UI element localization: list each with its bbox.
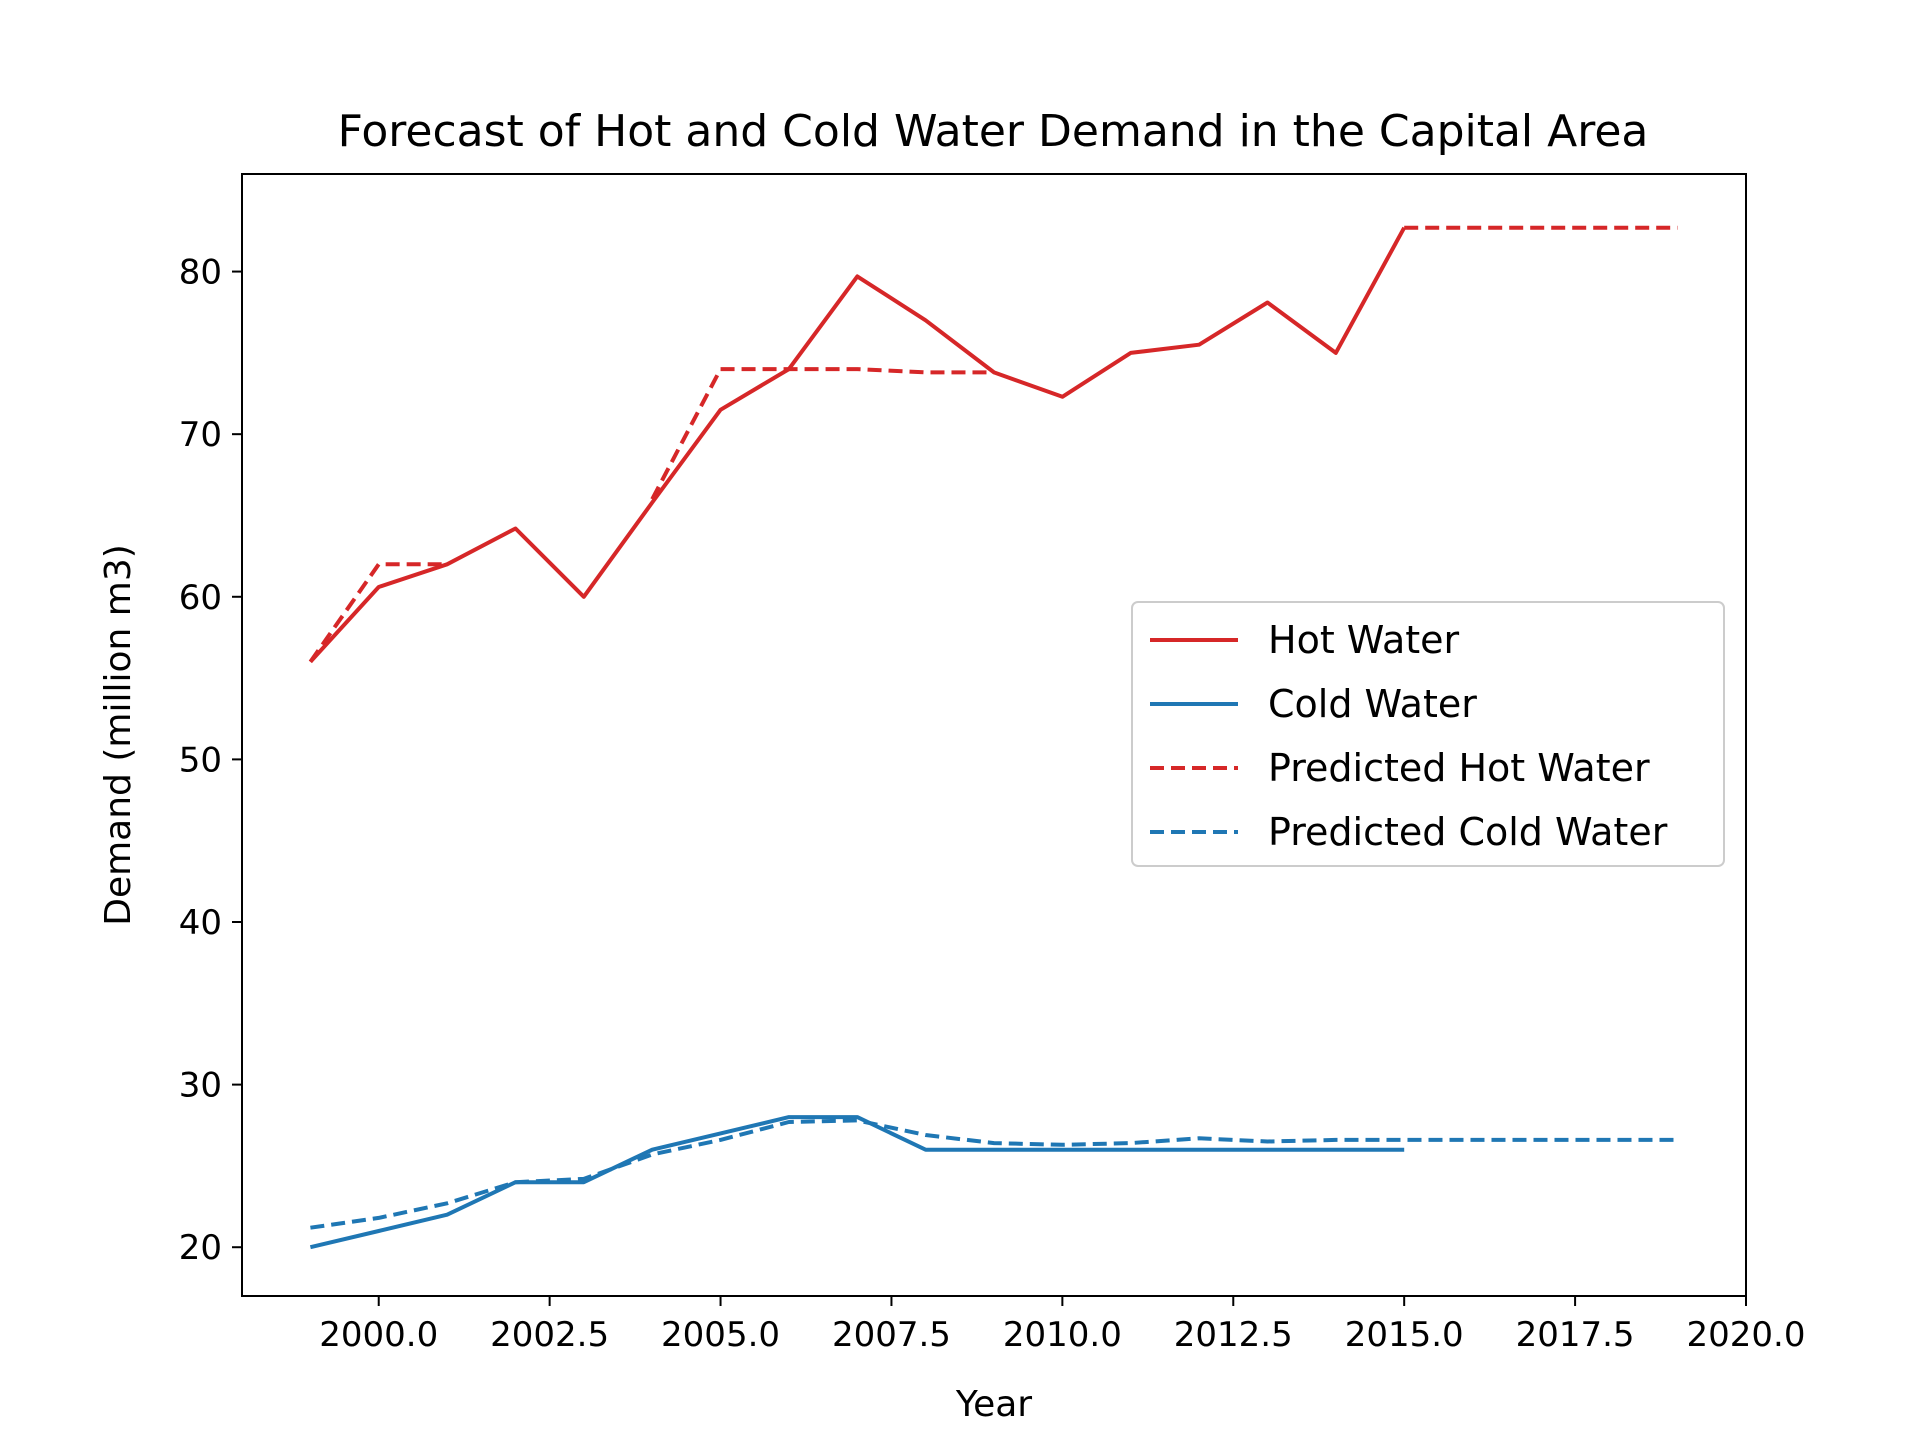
legend-label-hot-water: Hot Water (1268, 618, 1460, 662)
series-line-predicted-hot-water (650, 367, 994, 501)
y-tick-label: 30 (179, 1066, 222, 1106)
legend-box (1131, 601, 1725, 867)
x-tick-label: 2020.0 (1687, 1315, 1806, 1355)
legend-label-predicted-cold-water: Predicted Cold Water (1268, 810, 1668, 854)
series-line-predicted-hot-water (308, 562, 448, 663)
series-line-predicted-cold-water (310, 1118, 1678, 1230)
x-tick-label: 2005.0 (661, 1315, 780, 1355)
x-tick-label: 2000.0 (319, 1315, 438, 1355)
x-tick-label: 2002.5 (490, 1315, 609, 1355)
x-axis: 2000.0 2002.5 2005.0 2007.5 2010.0 2012.5 2015… (319, 1296, 1805, 1355)
y-tick-label: 50 (179, 740, 222, 780)
x-tick-label: 2012.5 (1174, 1315, 1293, 1355)
series-layer (308, 225, 1678, 1250)
x-tick-label: 2007.5 (832, 1315, 951, 1355)
y-axis: 20 30 40 50 60 70 80 (179, 253, 242, 1268)
legend: Hot Water Cold Water Predicted Hot Water Pr… (1131, 601, 1725, 867)
legend-label-predicted-hot-water: Predicted Hot Water (1268, 746, 1650, 790)
y-tick-label: 20 (179, 1228, 222, 1268)
x-tick-label: 2017.5 (1516, 1315, 1635, 1355)
x-axis-label: Year (955, 1384, 1032, 1425)
x-tick-label: 2015.0 (1345, 1315, 1464, 1355)
y-tick-label: 70 (179, 415, 222, 455)
y-axis-label: Demand (million m3) (98, 544, 139, 926)
series-line-cold-water (309, 1115, 1405, 1250)
y-tick-label: 80 (179, 253, 222, 293)
y-tick-label: 60 (179, 578, 222, 618)
legend-label-cold-water: Cold Water (1268, 682, 1477, 726)
plot-area-frame (241, 173, 1747, 1297)
series-line-hot-water (308, 226, 1406, 664)
y-tick-label: 40 (179, 903, 222, 943)
x-tick-label: 2010.0 (1003, 1315, 1122, 1355)
chart-title: Forecast of Hot and Cold Water Demand in… (338, 106, 1649, 157)
